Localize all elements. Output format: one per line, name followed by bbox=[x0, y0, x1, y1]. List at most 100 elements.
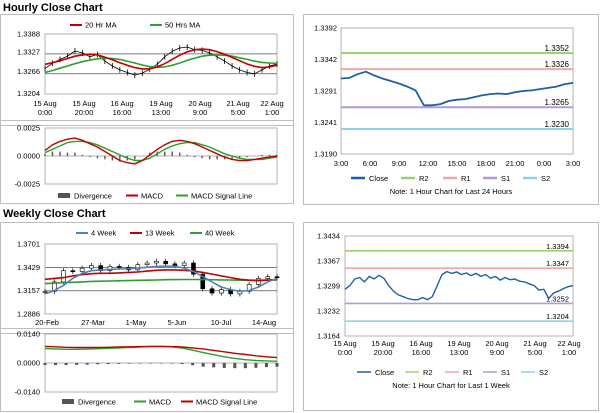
candle-body bbox=[61, 270, 66, 283]
y-tick-label: 1.3434 bbox=[317, 232, 340, 241]
x-tick-time: 20:00 bbox=[75, 108, 94, 117]
x-tick-time: 0:00 bbox=[38, 108, 53, 117]
legend-label-macd: MACD bbox=[149, 398, 172, 407]
candle-body bbox=[172, 263, 178, 266]
legend-label-s1: S1 bbox=[501, 368, 510, 377]
weekly-price-chart: 4 Week 13 Week 40 Week 1.3701 1.3429 1.3… bbox=[0, 222, 294, 334]
candle-body bbox=[154, 260, 159, 264]
plot-area bbox=[44, 44, 278, 79]
y-tick-label: 1.3266 bbox=[17, 67, 40, 76]
divergence-bar bbox=[243, 363, 247, 369]
x-tick-date: 21 Aug bbox=[523, 339, 546, 348]
legend-label-close: Close bbox=[369, 174, 388, 183]
y-tick-label: 1.3241 bbox=[314, 118, 337, 127]
legend-swatch-divergence bbox=[62, 399, 74, 404]
legend-label-4-week: 4 Week bbox=[91, 229, 117, 238]
candle-body bbox=[98, 265, 103, 272]
legend-label-50hrs-ma: 50 Hrs MA bbox=[165, 21, 200, 30]
x-tick-time: 16:00 bbox=[412, 348, 431, 357]
candle-body bbox=[116, 266, 122, 268]
x-tick-time: 13:00 bbox=[450, 348, 469, 357]
x-tick-label: 3:00 bbox=[334, 159, 349, 168]
legend-label-20hr-ma: 20 Hr MA bbox=[85, 21, 117, 30]
series-macd bbox=[44, 137, 278, 165]
x-tick-date: 21 Aug bbox=[226, 99, 249, 108]
x-tick-time: 13:00 bbox=[152, 108, 171, 117]
legend-label-r2: R2 bbox=[423, 368, 433, 377]
candle-body bbox=[89, 265, 94, 269]
divergence-bar bbox=[222, 363, 226, 368]
level-label-s1: 1.3265 bbox=[545, 98, 570, 107]
y-tick-label: 0.0000 bbox=[17, 152, 40, 161]
level-label-s1: 1.3252 bbox=[546, 294, 569, 303]
x-tick-date: 15 Aug bbox=[333, 339, 356, 348]
level-label-r2: 1.3394 bbox=[546, 242, 569, 251]
y-tick-label: 1.2886 bbox=[17, 310, 40, 319]
x-tick-date: 19 Aug bbox=[149, 99, 172, 108]
divergence-bar bbox=[148, 363, 152, 364]
legend-label-signal: MACD Signal Line bbox=[196, 398, 257, 407]
x-tick-time: 9:00 bbox=[193, 108, 208, 117]
x-tick-time: 1:00 bbox=[562, 348, 577, 357]
y-tick-label: 1.3327 bbox=[17, 48, 40, 57]
y-tick-label: -0.0025 bbox=[15, 180, 40, 189]
level-label-r1: 1.3326 bbox=[545, 60, 570, 69]
series-macd-signal bbox=[44, 140, 278, 162]
y-tick-label: 1.3388 bbox=[17, 30, 40, 39]
y-tick-label: 1.3429 bbox=[17, 263, 40, 272]
legend-label-close: Close bbox=[375, 368, 394, 377]
legend-label-macd: MACD bbox=[141, 192, 164, 201]
x-tick-label: 20-Feb bbox=[35, 318, 59, 327]
candle-body bbox=[181, 262, 187, 266]
series-13-week bbox=[44, 269, 278, 282]
legend-label-13-week: 13 Week bbox=[145, 229, 175, 238]
series-20hr-ma bbox=[44, 48, 278, 70]
x-tick-date: 15 Aug bbox=[371, 339, 394, 348]
x-tick-time: 16:00 bbox=[113, 108, 132, 117]
legend-label-r1: R1 bbox=[463, 368, 473, 377]
y-tick-label: 1.3204 bbox=[17, 89, 40, 98]
level-label-r1: 1.3347 bbox=[546, 259, 569, 268]
y-tick-label: 1.3291 bbox=[314, 87, 337, 96]
level-label-r2: 1.3352 bbox=[545, 44, 570, 53]
y-tick-label: 1.3342 bbox=[314, 55, 337, 64]
divergence-bar bbox=[191, 363, 195, 366]
chart-note: Note: 1 Hour Chart for Last 24 Hours bbox=[390, 187, 513, 196]
divergence-bar bbox=[138, 363, 142, 364]
x-tick-time: 1:00 bbox=[265, 108, 280, 117]
divergence-bar bbox=[159, 363, 163, 364]
plot-area bbox=[42, 258, 280, 297]
divergence-bar bbox=[117, 363, 121, 364]
y-tick-label: 0.0025 bbox=[17, 124, 40, 133]
legend-label-40-week: 40 Week bbox=[205, 229, 235, 238]
divergence-bar bbox=[96, 363, 100, 365]
x-tick-label: 21:00 bbox=[506, 159, 525, 168]
x-tick-time: 5:00 bbox=[528, 348, 543, 357]
y-tick-label: 1.3164 bbox=[317, 332, 340, 341]
x-tick-date: 22 Aug bbox=[260, 99, 283, 108]
divergence-bar bbox=[264, 363, 268, 368]
divergence-bar bbox=[212, 363, 216, 368]
divergence-bar bbox=[254, 363, 258, 368]
x-tick-label: 1-May bbox=[126, 318, 147, 327]
candle-body bbox=[144, 262, 150, 265]
candle-body bbox=[79, 267, 85, 272]
plot-area bbox=[43, 345, 279, 369]
x-tick-label: 15:00 bbox=[448, 159, 467, 168]
x-tick-date: 22 Aug bbox=[557, 339, 580, 348]
divergence-bar bbox=[54, 363, 58, 366]
x-tick-date: 15 Aug bbox=[72, 99, 95, 108]
x-tick-label: 18:00 bbox=[477, 159, 496, 168]
x-tick-label: 27-Mar bbox=[81, 318, 105, 327]
y-tick-label: 1.3190 bbox=[314, 150, 337, 159]
candle-body bbox=[191, 262, 196, 275]
legend-label-s1: S1 bbox=[501, 174, 510, 183]
x-tick-date: 15 Aug bbox=[33, 99, 56, 108]
series-40-week bbox=[44, 278, 278, 285]
divergence-bar bbox=[127, 363, 131, 364]
divergence-bar bbox=[233, 363, 237, 369]
legend-swatch-divergence bbox=[58, 193, 70, 198]
divergence-bar bbox=[180, 363, 184, 365]
chart-note: Note: 1 Hour Chart for Last 1 Week bbox=[392, 381, 510, 390]
x-tick-date: 19 Aug bbox=[447, 339, 470, 348]
